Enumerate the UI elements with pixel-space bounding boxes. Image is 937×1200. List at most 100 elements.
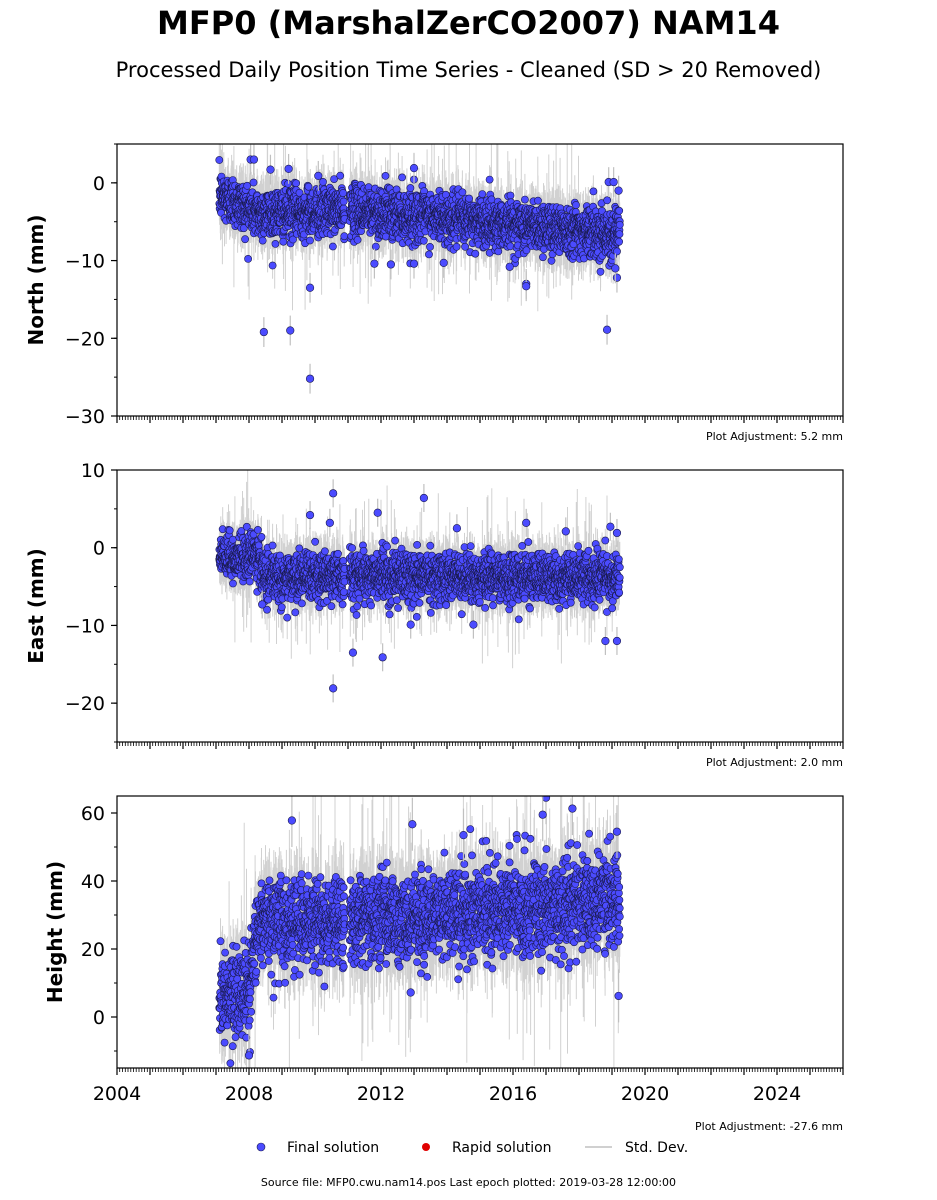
y-tick-label: −30 [65,406,105,428]
data-point [419,236,428,245]
data-point [386,260,396,269]
data-point [412,613,421,621]
data-point [257,533,266,541]
data-point [539,253,547,262]
data-point [297,599,306,608]
data-point [415,599,424,607]
data-point [355,594,364,603]
data-point [615,206,624,215]
data-point [409,259,419,268]
data-point [609,177,618,187]
data-point [215,156,224,164]
data-layer [215,144,624,394]
data-point [253,526,262,534]
data-point [258,236,267,245]
data-point [475,598,484,606]
data-point [391,536,399,545]
data-point [489,601,497,610]
data-point [266,165,275,174]
data-point [494,247,503,256]
data-point [279,237,288,246]
y-tick-label: −10 [65,251,105,273]
data-point [306,236,314,245]
data-point [398,173,406,182]
y-axis-label: North (mm) [24,214,48,345]
data-point [547,256,556,265]
data-point [292,179,300,188]
data-point [602,325,612,334]
data-point [304,182,313,191]
data-point [524,538,533,546]
data-point [263,605,271,614]
data-point [426,609,435,617]
data-point [426,242,434,251]
data-point [381,232,390,241]
data-point [320,547,329,556]
data-point [534,196,542,205]
data-point [328,242,337,251]
data-point [521,195,529,204]
data-point [439,258,448,268]
plot-adjustment: Plot Adjustment: 5.2 mm [706,430,843,443]
data-point [371,242,380,251]
data-point [229,579,237,588]
data-point [323,597,331,605]
data-point [522,282,531,291]
data-point [242,522,251,531]
data-point [353,602,362,611]
data-point [359,547,368,555]
data-point [305,374,315,383]
data-point [596,267,605,276]
data-point [339,588,348,596]
data-point [522,246,531,255]
data-point [353,235,362,244]
data-point [466,542,475,550]
data-point [505,262,514,271]
chart-title: MFP0 (MarshalZerCO2007) NAM14 [157,4,780,42]
data-point [381,171,390,180]
data-point [291,608,300,617]
data-point [370,259,379,268]
chart-subtitle: Processed Daily Position Time Series - C… [115,58,822,82]
data-point [615,220,624,229]
data-point [327,602,336,611]
data-point [465,194,473,203]
data-point [348,544,356,552]
data-point [589,187,598,196]
data-point [244,254,252,263]
y-tick-label: 0 [93,173,105,195]
data-point [572,201,580,209]
data-point [392,596,401,605]
data-point [457,610,466,619]
data-point [485,175,494,184]
data-point [612,273,622,282]
data-point [311,537,319,546]
data-point [334,549,342,558]
data-point [385,610,394,619]
data-point [615,230,624,238]
data-point [338,600,347,609]
data-point [339,197,348,206]
data-point [615,237,623,246]
data-point [478,190,487,198]
data-point [471,249,480,258]
data-point [228,535,237,544]
data-point [458,188,467,197]
data-point [461,242,469,251]
data-point [611,264,620,273]
data-point [452,242,461,251]
data-point [254,541,263,550]
data-point [268,541,277,550]
data-point [277,603,286,612]
data-point [481,604,489,612]
data-point [526,604,534,613]
data-point [271,239,280,248]
data-point [284,164,293,173]
data-point [352,611,361,619]
data-point [314,171,323,180]
data-point [336,171,345,180]
data-point [283,613,292,622]
